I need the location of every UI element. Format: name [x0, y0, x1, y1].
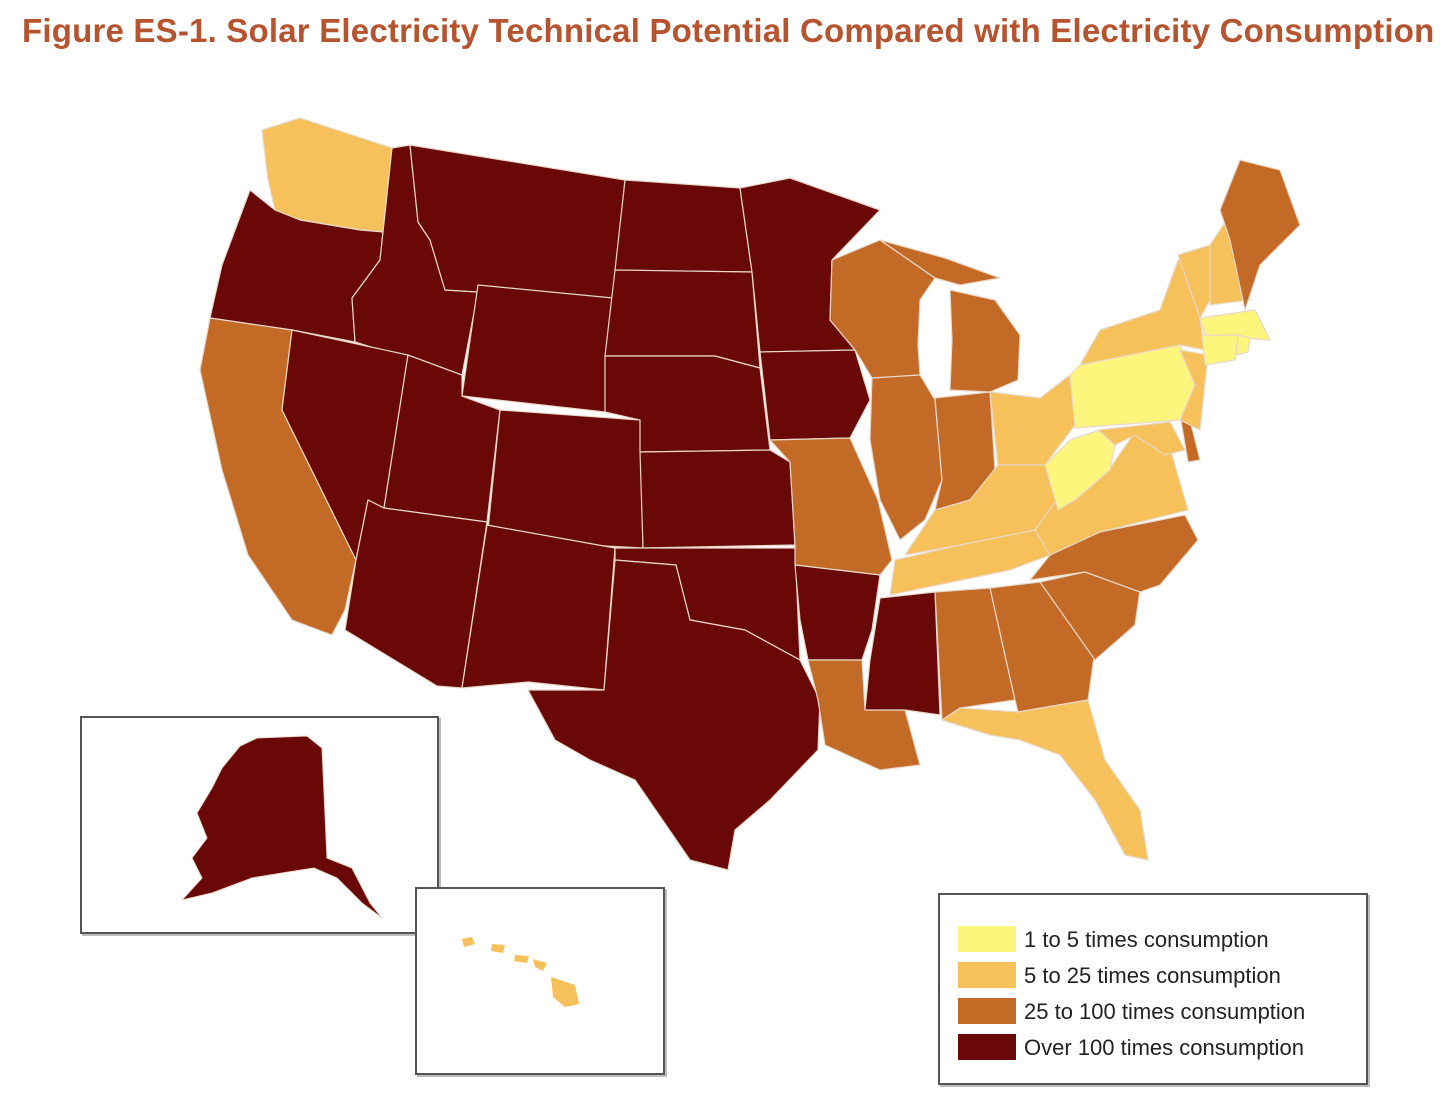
alaska-inset — [80, 716, 439, 934]
state-TX — [527, 559, 821, 871]
legend-swatch-over-100 — [958, 1034, 1016, 1060]
state-ME — [1219, 159, 1301, 311]
state-CT — [1201, 334, 1239, 366]
state-IL — [869, 374, 943, 541]
figure-title: Figure ES-1. Solar Electricity Technical… — [22, 12, 1435, 49]
state-WV — [1044, 429, 1116, 511]
legend-swatch-25-to-100 — [958, 998, 1016, 1024]
legend-label-over-100: Over 100 times consumption — [1024, 1035, 1305, 1060]
state-MT — [409, 144, 626, 299]
legend-label-1-to-5: 1 to 5 times consumption — [1024, 927, 1269, 952]
state-NM — [461, 524, 616, 691]
state-ND — [614, 179, 753, 273]
hawaii-inset-map — [462, 937, 579, 1007]
alaska-inset-map — [180, 735, 383, 919]
state-LA — [807, 659, 921, 771]
legend-swatch-5-to-25 — [958, 962, 1016, 988]
state-MI — [879, 239, 1021, 393]
state-MD — [1097, 421, 1186, 456]
state-RI — [1235, 334, 1251, 356]
state-FL — [941, 699, 1149, 861]
legend-label-5-to-25: 5 to 25 times consumption — [1024, 963, 1281, 988]
state-MA — [1199, 309, 1271, 341]
state-AK — [180, 735, 383, 919]
legend: 1 to 5 times consumption 5 to 25 times c… — [938, 893, 1368, 1085]
state-AZ — [344, 499, 488, 689]
legend-label-25-to-100: 25 to 100 times consumption — [1024, 999, 1306, 1024]
state-NC — [1029, 514, 1199, 593]
state-MS — [864, 591, 941, 716]
state-WY — [461, 284, 614, 413]
hawaii-inset — [415, 887, 665, 1075]
state-SD — [604, 269, 761, 369]
state-CO — [486, 409, 644, 549]
state-IA — [759, 349, 871, 441]
state-AL — [934, 587, 1016, 721]
legend-swatch-1-to-5 — [958, 926, 1016, 952]
state-AR — [794, 564, 881, 661]
state-KS — [639, 449, 796, 549]
state-HI — [462, 937, 579, 1007]
